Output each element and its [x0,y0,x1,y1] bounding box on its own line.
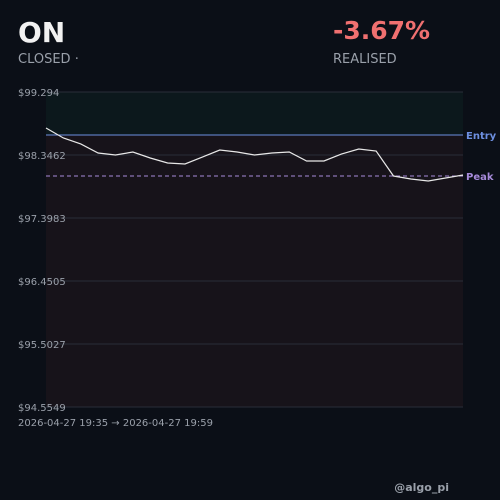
plot-area-above [46,92,463,136]
symbol: ON [18,16,65,49]
handle: @algo_pi [394,481,449,494]
reference-label: Peak [466,172,494,183]
pnl: -3.67% [333,16,430,45]
y-tick-label: $94.5549 [18,403,66,414]
y-tick-label: $98.3462 [18,151,66,162]
x-axis-label: 2026-04-27 19:35 → 2026-04-27 19:59 [18,418,213,429]
y-tick-label: $95.5027 [18,340,66,351]
reference-label: Entry [466,131,497,142]
plot-area-below [46,92,463,407]
y-tick-label: $96.4505 [18,277,66,288]
y-tick-label: $99.294 [18,88,59,99]
status: CLOSED · [18,52,79,67]
pnl-label: REALISED [333,52,397,67]
price-line [45,127,464,182]
y-tick-label: $97.3983 [18,214,66,225]
